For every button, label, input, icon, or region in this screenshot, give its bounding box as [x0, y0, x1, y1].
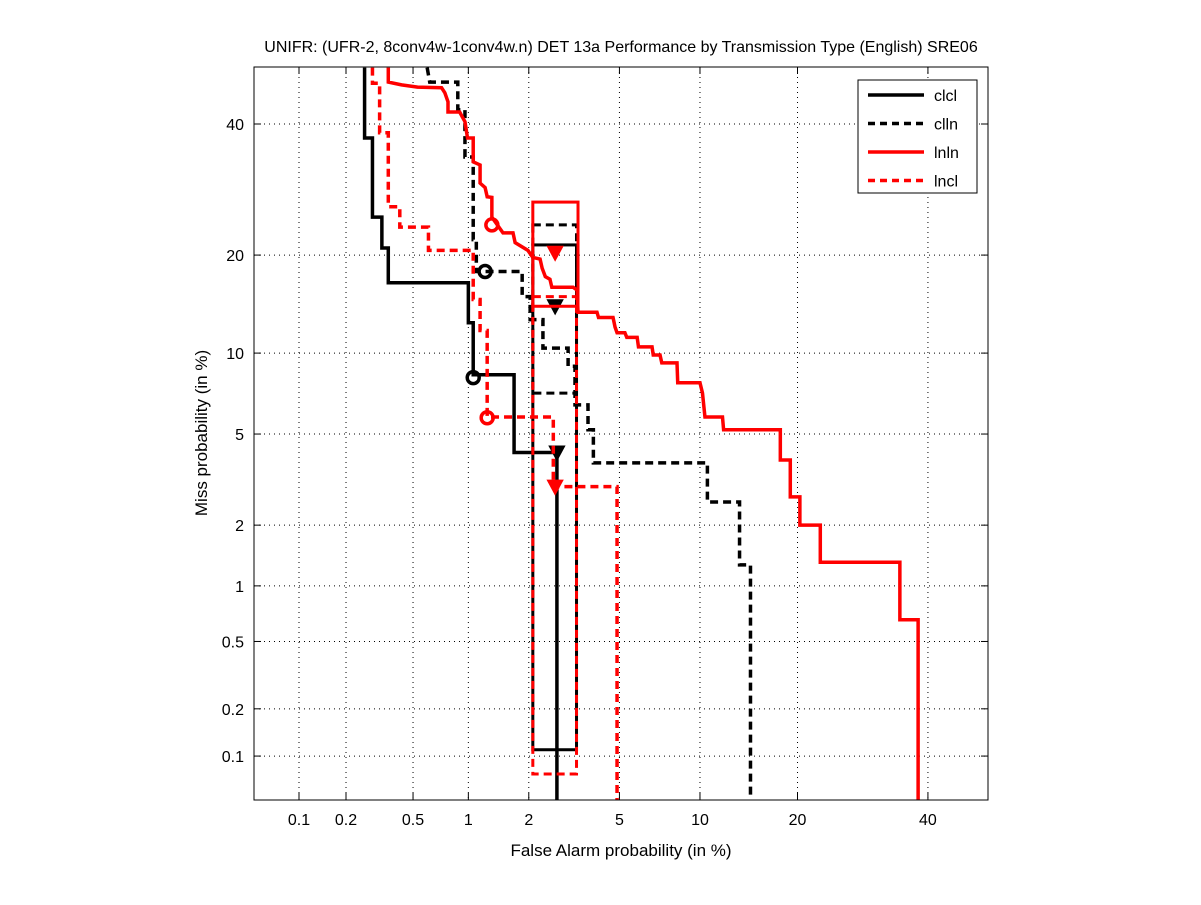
legend: clcl clln lnln lncl: [857, 79, 978, 194]
legend-label-lnln: lnln: [934, 145, 959, 162]
x-ticks: 0.1 0.2 0.5 1 2 5 10 20 40: [288, 67, 937, 829]
x-tick-label: 2: [524, 812, 533, 829]
det-curve-lnln: [386, 67, 920, 800]
x-axis-label: False Alarm probability (in %): [510, 841, 731, 860]
y-tick-label: 10: [226, 346, 244, 363]
y-tick-label: 0.2: [222, 702, 244, 719]
series-lncl: [370, 67, 619, 800]
chart-title: UNIFR: (UFR-2, 8conv4w-1conv4w.n) DET 13…: [264, 39, 978, 56]
min-dcf-marker-clcl: [465, 369, 481, 386]
series-lnln: [386, 67, 920, 800]
min-dcf-marker-clln: [477, 263, 493, 280]
confidence-box-clcl: [531, 243, 579, 752]
y-tick-label: 40: [226, 117, 244, 134]
x-tick-label: 0.5: [402, 812, 424, 829]
y-tick-label: 20: [226, 248, 244, 265]
det-curve-lncl: [370, 67, 619, 800]
x-tick-label: 0.1: [288, 812, 310, 829]
x-tick-label: 40: [919, 812, 937, 829]
y-tick-label: 1: [235, 579, 244, 596]
act-dcf-marker-lncl: [546, 479, 564, 496]
legend-label-clcl: clcl: [934, 88, 957, 105]
x-tick-label: 10: [691, 812, 709, 829]
y-tick-label: 0.1: [222, 749, 244, 766]
min-dcf-marker-lncl: [479, 410, 495, 426]
x-tick-label: 20: [789, 812, 807, 829]
x-tick-label: 0.2: [335, 812, 357, 829]
y-tick-label: 5: [235, 427, 244, 444]
y-tick-label: 0.5: [222, 634, 244, 651]
act-dcf-marker-lnln: [546, 245, 564, 262]
confidence-box-lnln: [531, 200, 580, 308]
x-tick-label: 1: [464, 812, 473, 829]
legend-box: [857, 79, 978, 194]
x-tick-label: 5: [615, 812, 624, 829]
axes-frame: [253, 66, 989, 801]
det-curve-clcl: [362, 67, 559, 800]
legend-label-clln: clln: [934, 117, 958, 134]
series-layer: [362, 67, 920, 800]
det-curve-clln: [425, 67, 753, 800]
grid: [254, 67, 988, 800]
y-ticks: 0.1 0.2 0.5 1 2 5 10 20 40: [222, 117, 988, 766]
y-axis-label: Miss probability (in %): [192, 350, 211, 516]
y-tick-label: 2: [235, 518, 244, 535]
min-dcf-marker-lnln: [484, 217, 500, 233]
legend-label-lncl: lncl: [934, 174, 958, 191]
